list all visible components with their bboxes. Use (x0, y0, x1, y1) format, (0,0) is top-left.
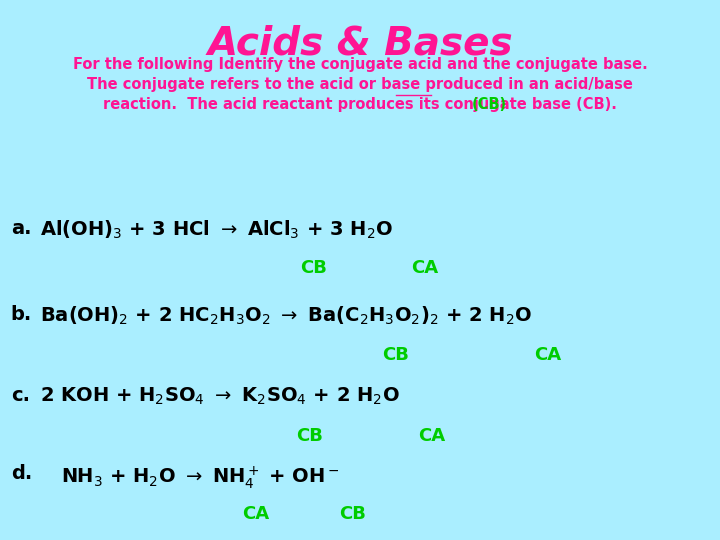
Text: CA: CA (418, 427, 446, 444)
Text: c.: c. (11, 386, 30, 405)
Text: a.: a. (11, 219, 31, 238)
Text: CB: CB (339, 505, 366, 523)
Text: reaction.  The acid reactant produces its conjugate base (CB).: reaction. The acid reactant produces its… (103, 97, 617, 112)
Text: CB: CB (300, 259, 327, 277)
Text: CA: CA (242, 505, 269, 523)
Text: NH$_3$ + H$_2$O $\rightarrow$ NH$_4^+$ + OH$^-$: NH$_3$ + H$_2$O $\rightarrow$ NH$_4^+$ +… (61, 464, 340, 491)
Text: b.: b. (11, 305, 32, 324)
Text: For the following Identify the conjugate acid and the conjugate base.: For the following Identify the conjugate… (73, 57, 647, 72)
Text: 2 KOH + H$_2$SO$_4$ $\rightarrow$ K$_2$SO$_4$ + 2 H$_2$O: 2 KOH + H$_2$SO$_4$ $\rightarrow$ K$_2$S… (40, 386, 400, 407)
Text: Ba(OH)$_2$ + 2 HC$_2$H$_3$O$_2$ $\rightarrow$ Ba(C$_2$H$_3$O$_2$)$_2$ + 2 H$_2$O: Ba(OH)$_2$ + 2 HC$_2$H$_3$O$_2$ $\righta… (40, 305, 532, 327)
Text: CB: CB (296, 427, 323, 444)
Text: The conjugate refers to the acid or base produced in an acid/base: The conjugate refers to the acid or base… (87, 77, 633, 92)
Text: d.: d. (11, 464, 32, 483)
Text: CB: CB (382, 346, 410, 363)
Text: Acids & Bases: Acids & Bases (207, 24, 513, 62)
Text: CA: CA (411, 259, 438, 277)
Text: (CB): (CB) (472, 97, 506, 112)
Text: Al(OH)$_3$ + 3 HCl $\rightarrow$ AlCl$_3$ + 3 H$_2$O: Al(OH)$_3$ + 3 HCl $\rightarrow$ AlCl$_3… (40, 219, 392, 241)
Text: CA: CA (534, 346, 561, 363)
